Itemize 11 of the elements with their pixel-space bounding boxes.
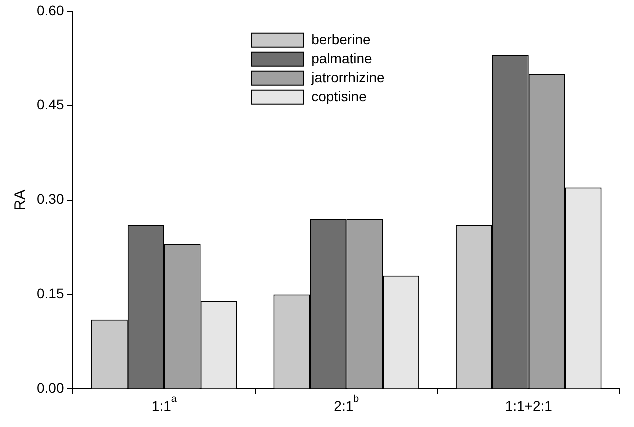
legend-label: berberine	[312, 31, 371, 48]
legend-label: coptisine	[312, 88, 368, 104]
y-axis-title: RA	[12, 190, 30, 211]
y-tick-label: 0.15	[37, 286, 64, 302]
x-tick-label: 1:1+2:1	[505, 398, 553, 414]
y-tick-label: 0.60	[37, 2, 64, 18]
legend-label: palmatine	[312, 50, 373, 66]
y-tick-label: 0.00	[37, 380, 64, 396]
legend-label: jatrorrhizine	[310, 69, 385, 86]
y-tick-label: 0.45	[37, 96, 64, 113]
y-tick-label: 0.30	[37, 191, 64, 208]
